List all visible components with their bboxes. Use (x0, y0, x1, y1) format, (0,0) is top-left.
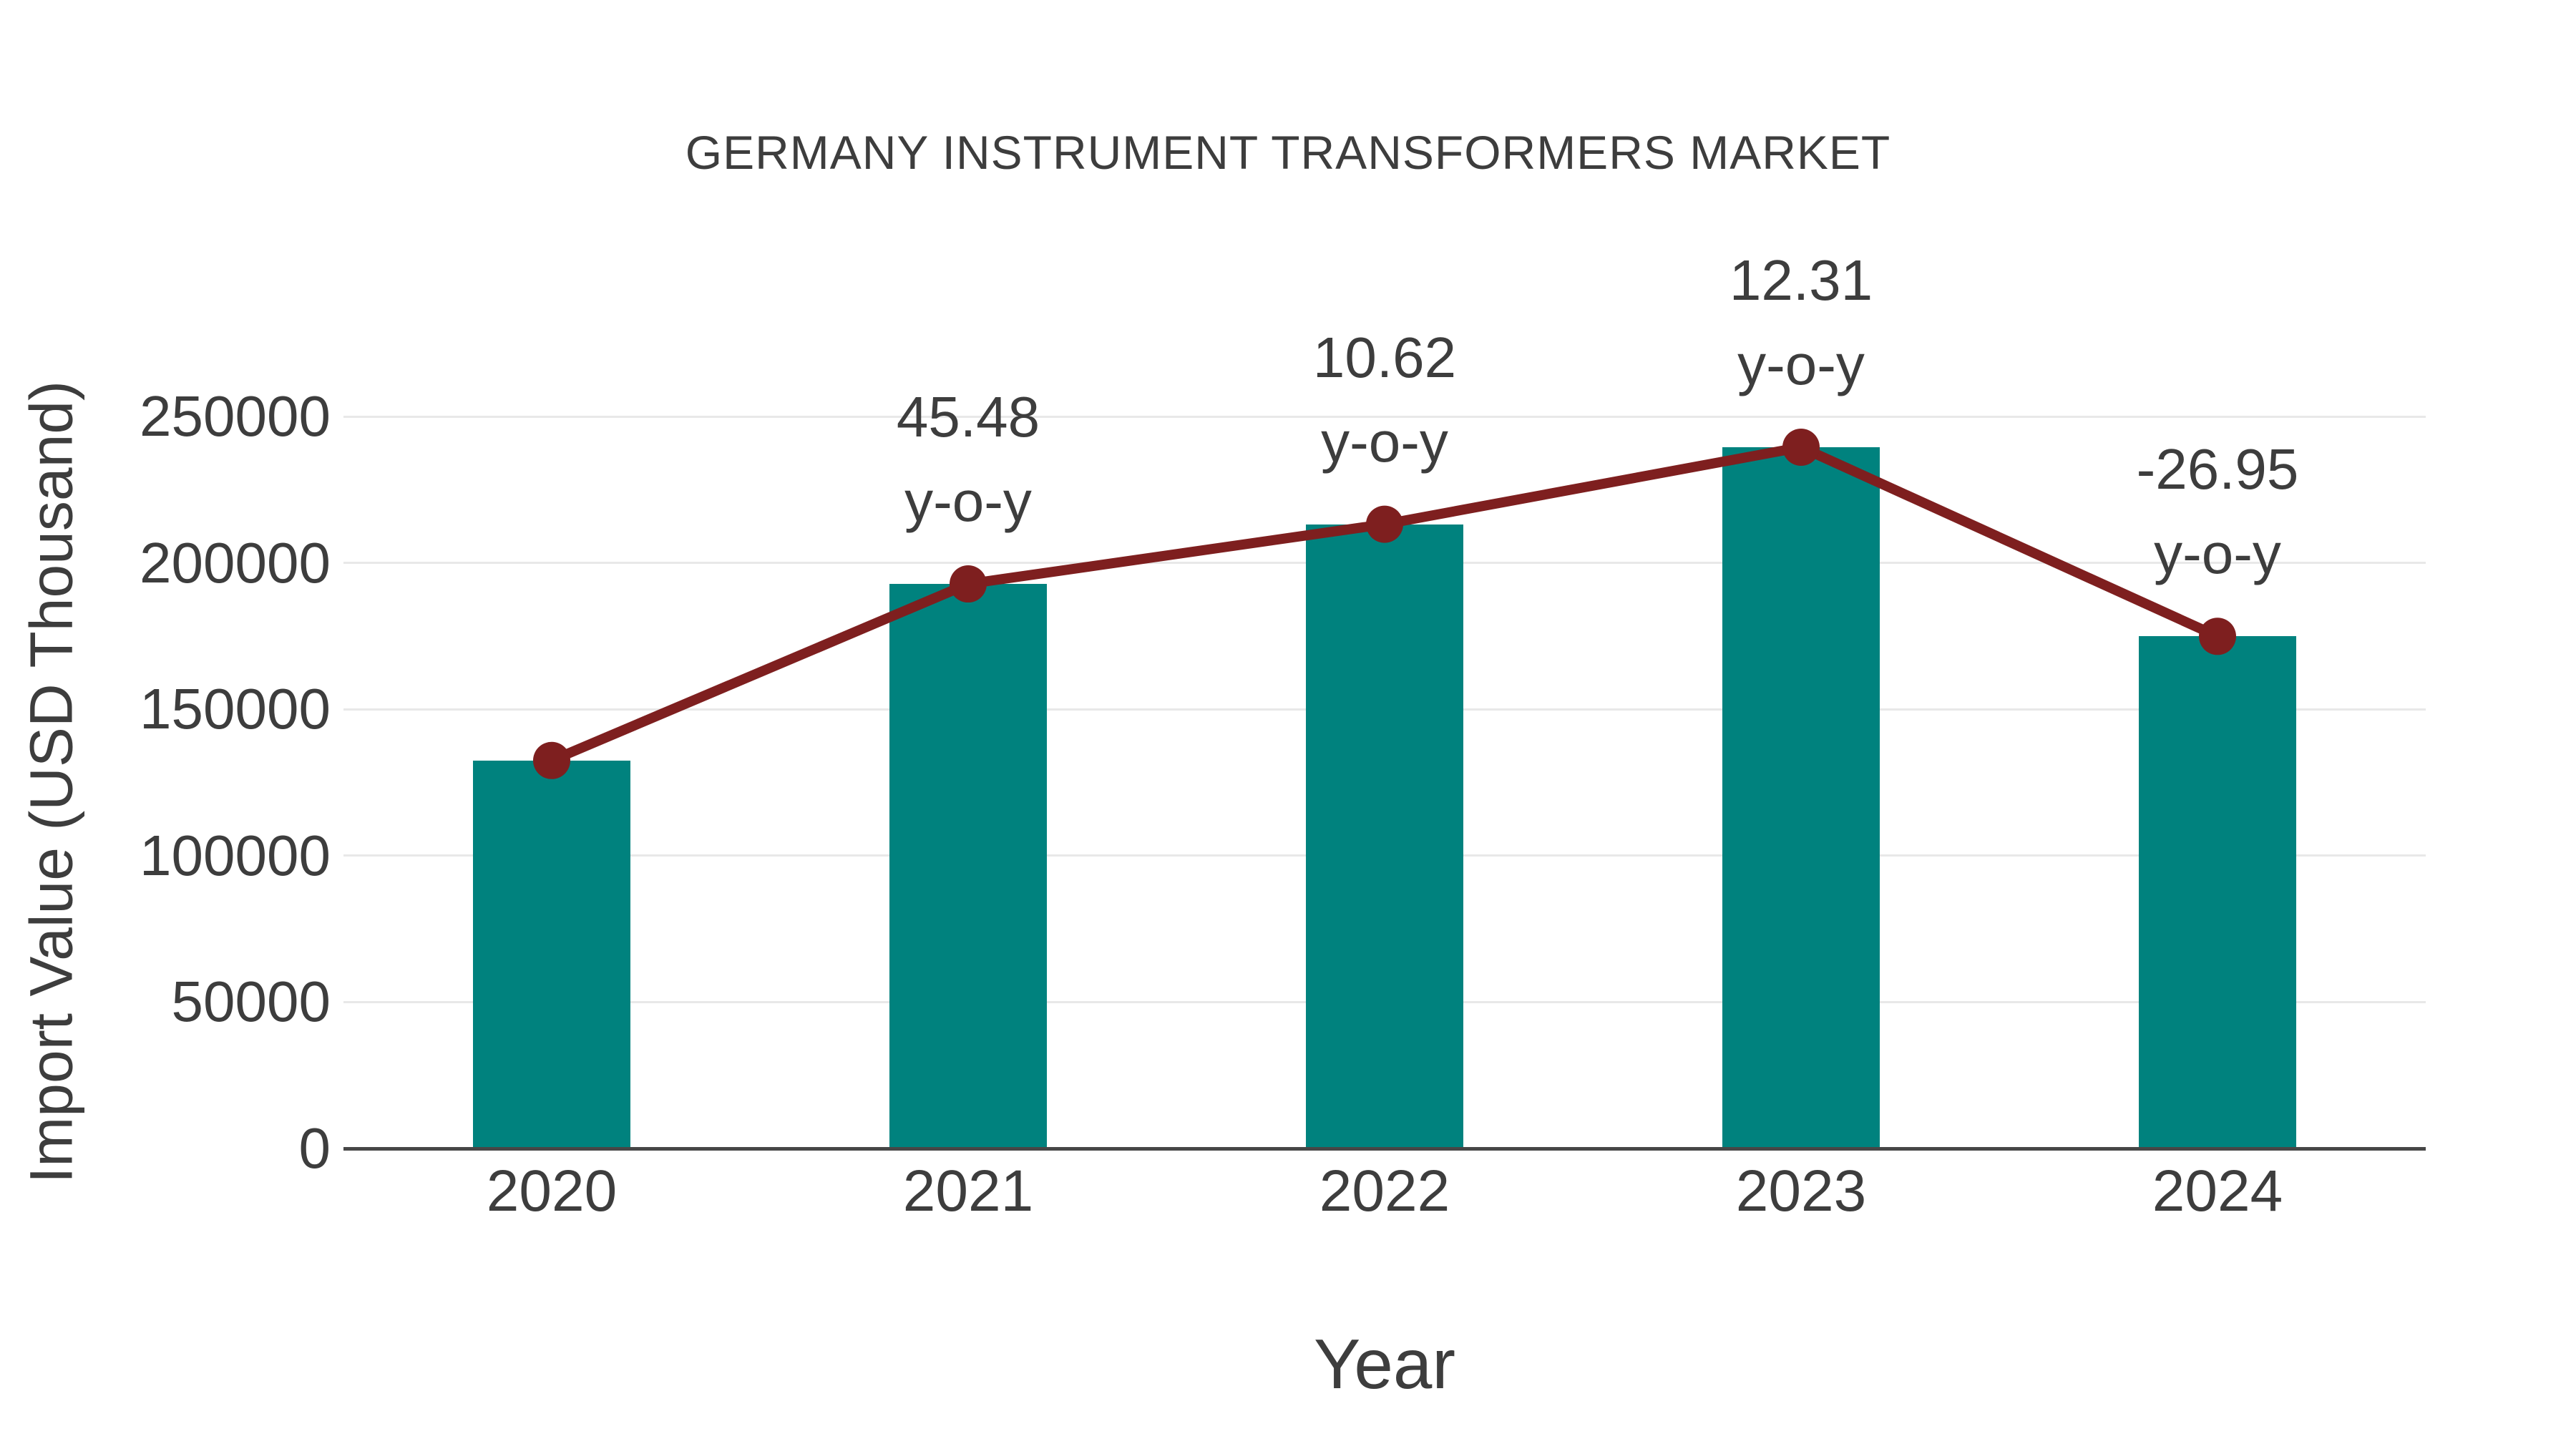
yoy-annotation-2023: 12.31 y-o-y (1729, 238, 1873, 407)
data-point-marker (1366, 505, 1403, 543)
chart-title: GERMANY INSTRUMENT TRANSFORMERS MARKET (685, 126, 1891, 179)
data-point-marker (2199, 618, 2236, 655)
yoy-value: 12.31 (1729, 248, 1873, 312)
yoy-suffix: y-o-y (2154, 522, 2281, 586)
yoy-suffix: y-o-y (1321, 409, 1448, 474)
yoy-annotation-2022: 10.62 y-o-y (1313, 316, 1456, 484)
trend-line (550, 441, 2220, 766)
yoy-value: 45.48 (896, 385, 1040, 449)
x-tick-label: 2020 (486, 1158, 618, 1224)
yoy-value: -26.95 (2136, 437, 2299, 502)
x-tick-label: 2021 (902, 1158, 1034, 1224)
y-tick-label: 100000 (140, 823, 331, 887)
y-tick-label: 200000 (140, 530, 331, 595)
y-tick-label: 250000 (140, 384, 331, 448)
data-point-marker (533, 741, 570, 779)
x-tick-label: 2024 (2152, 1158, 2283, 1224)
bar-2020 (473, 760, 630, 1148)
data-point-marker (1782, 428, 1820, 466)
x-axis-line (343, 1147, 2426, 1151)
grid-line (343, 415, 2426, 418)
y-tick-label: 50000 (171, 970, 331, 1034)
x-tick-label: 2023 (1735, 1158, 1867, 1224)
yoy-value: 10.62 (1312, 325, 1457, 389)
bar-2022 (1306, 524, 1463, 1148)
y-tick-label: 150000 (140, 677, 331, 741)
yoy-annotation-2021: 45.48 y-o-y (897, 375, 1040, 544)
y-tick-label: 0 (298, 1116, 331, 1180)
bar-2023 (1722, 447, 1880, 1148)
yoy-suffix: y-o-y (1737, 332, 1865, 396)
yoy-annotation-2024: -26.95 y-o-y (2137, 427, 2299, 596)
x-tick-label: 2022 (1319, 1158, 1450, 1224)
x-axis-title: Year (1313, 1324, 1456, 1403)
data-point-marker (950, 565, 987, 603)
bar-2024 (2139, 636, 2296, 1148)
bar-2021 (889, 584, 1047, 1148)
yoy-suffix: y-o-y (904, 469, 1032, 534)
